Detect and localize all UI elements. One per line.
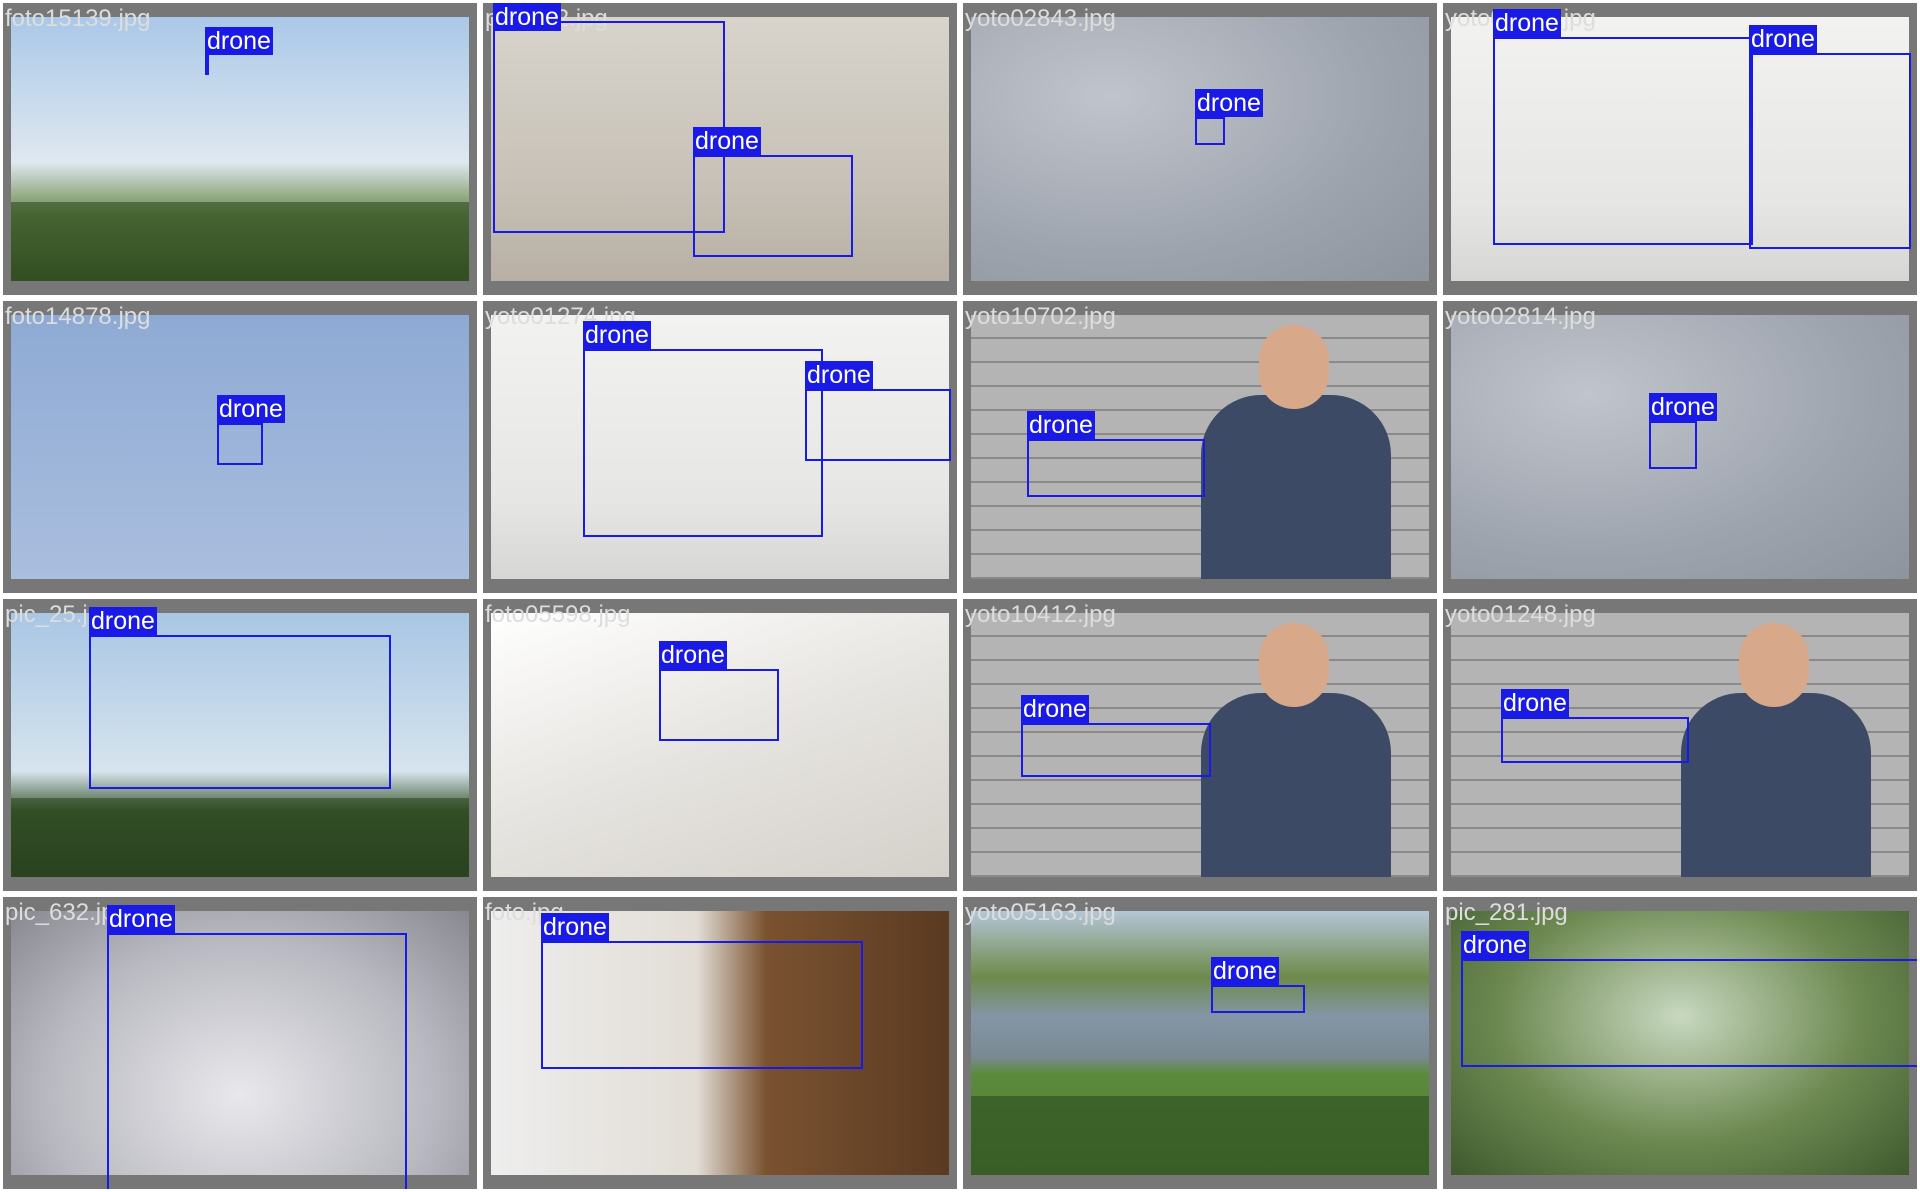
- class-label: drone: [659, 641, 727, 669]
- scene-image: [11, 17, 469, 281]
- scene-image: [971, 911, 1429, 1175]
- scene-image: [491, 911, 949, 1175]
- class-label: drone: [1021, 695, 1089, 723]
- bounding-box: [1493, 37, 1753, 245]
- bounding-box: [805, 389, 951, 461]
- class-label: drone: [89, 607, 157, 635]
- class-label: drone: [107, 905, 175, 933]
- bounding-box: [217, 423, 263, 465]
- person-figure: [1681, 623, 1871, 877]
- scene-image: [11, 315, 469, 579]
- trees: [11, 797, 469, 877]
- bounding-box: [1649, 421, 1697, 469]
- trees: [971, 1095, 1429, 1175]
- image-tile: yoto02814.jpg drone: [1440, 298, 1920, 596]
- scene-image: [11, 613, 469, 877]
- bounding-box: [89, 635, 391, 789]
- bounding-box: [1461, 959, 1917, 1067]
- bounding-box: [693, 155, 853, 257]
- class-label: drone: [1461, 931, 1529, 959]
- image-tile: pic_25.jpg drone: [0, 596, 480, 894]
- bounding-box: [1195, 117, 1225, 145]
- class-label: drone: [1501, 689, 1569, 717]
- image-tile: yoto10412.jpg drone: [960, 596, 1440, 894]
- scene-image: [971, 613, 1429, 877]
- class-label: drone: [1211, 957, 1279, 985]
- bounding-box: [107, 933, 407, 1189]
- image-tile: yoto01274.jpg drone drone: [480, 298, 960, 596]
- image-tile: foto05598.jpg drone: [480, 596, 960, 894]
- filename-label: yoto01248.jpg: [1445, 601, 1596, 628]
- class-label: drone: [1649, 393, 1717, 421]
- image-tile: yoto02843.jpg drone: [960, 0, 1440, 298]
- image-tile: yoto01248.jpg drone: [1440, 596, 1920, 894]
- scene-image: [971, 315, 1429, 579]
- filename-label: yoto10412.jpg: [965, 601, 1116, 628]
- bounding-box: [493, 21, 725, 233]
- person-figure: [1201, 325, 1391, 579]
- bounding-box: [659, 669, 779, 741]
- image-tile: yoto10702.jpg drone: [960, 298, 1440, 596]
- image-tile: foto15139.jpg drone: [0, 0, 480, 298]
- filename-label: foto14878.jpg: [5, 303, 151, 330]
- person-figure: [1201, 623, 1391, 877]
- class-label: drone: [693, 127, 761, 155]
- scene-image: [1451, 315, 1909, 579]
- image-tile: yoto05163.jpg drone: [960, 894, 1440, 1192]
- class-label: drone: [583, 321, 651, 349]
- scene-image: [971, 17, 1429, 281]
- scene-image: [1451, 17, 1909, 281]
- class-label: drone: [493, 3, 561, 31]
- class-label: drone: [1027, 411, 1095, 439]
- bounding-box: [1501, 717, 1689, 763]
- bounding-box: [1021, 723, 1211, 777]
- trees: [11, 201, 469, 281]
- bounding-box: [1027, 439, 1205, 497]
- class-label: drone: [1493, 9, 1561, 37]
- bounding-box: [541, 941, 863, 1069]
- bounding-box: [1749, 53, 1911, 249]
- filename-label: foto15139.jpg: [5, 5, 151, 32]
- bounding-box: [583, 349, 823, 537]
- class-label: drone: [1749, 25, 1817, 53]
- bounding-box: [205, 55, 209, 75]
- filename-label: foto05598.jpg: [485, 601, 631, 628]
- filename-label: yoto05163.jpg: [965, 899, 1116, 926]
- filename-label: pic_281.jpg: [1445, 899, 1568, 926]
- filename-label: yoto10702.jpg: [965, 303, 1116, 330]
- image-tile: foto14878.jpg drone: [0, 298, 480, 596]
- class-label: drone: [541, 913, 609, 941]
- filename-label: yoto02843.jpg: [965, 5, 1116, 32]
- image-tile: foto.jpg drone: [480, 894, 960, 1192]
- class-label: drone: [205, 27, 273, 55]
- scene-image: [1451, 613, 1909, 877]
- image-tile: pic_632.jpg drone: [0, 894, 480, 1192]
- bounding-box: [1211, 985, 1305, 1013]
- class-label: drone: [805, 361, 873, 389]
- class-label: drone: [217, 395, 285, 423]
- class-label: drone: [1195, 89, 1263, 117]
- scene-image: [11, 911, 469, 1175]
- filename-label: yoto02814.jpg: [1445, 303, 1596, 330]
